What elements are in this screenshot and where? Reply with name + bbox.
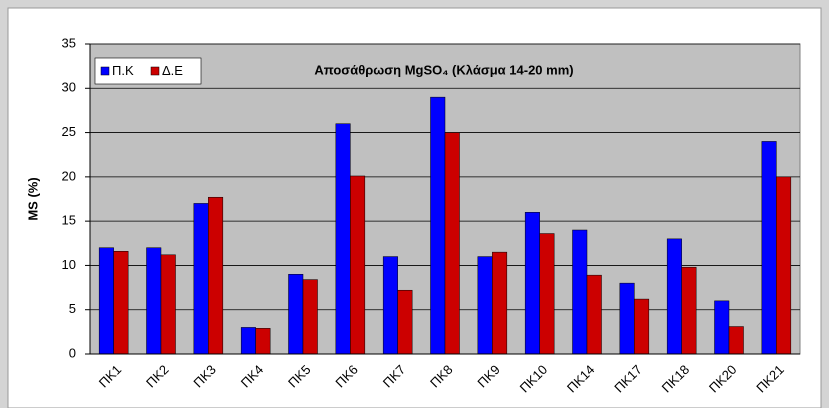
bar	[492, 251, 508, 355]
legend-label: Π.Κ	[112, 63, 134, 78]
bar	[350, 175, 366, 355]
bar	[160, 254, 176, 355]
legend-box	[94, 57, 202, 85]
bar	[681, 266, 697, 355]
y-tick-label: 15	[62, 213, 76, 228]
bar	[208, 196, 224, 355]
y-tick-label: 5	[69, 301, 76, 316]
bar	[776, 176, 792, 355]
bar	[288, 274, 304, 355]
legend-label: Δ.Ε	[162, 63, 183, 78]
bar	[397, 289, 413, 355]
bar	[477, 256, 493, 355]
bar	[193, 203, 209, 355]
y-tick-label: 35	[62, 35, 76, 50]
y-tick-label: 0	[69, 345, 76, 360]
bar	[524, 212, 540, 355]
legend-swatch	[100, 66, 110, 76]
y-tick-label: 30	[62, 80, 76, 95]
bar	[714, 300, 730, 355]
bar	[539, 233, 555, 355]
bar	[572, 229, 588, 355]
bar	[728, 326, 744, 355]
bar	[430, 96, 446, 355]
bar	[382, 256, 398, 355]
bar	[113, 251, 129, 355]
bar	[240, 327, 256, 355]
y-tick-label: 25	[62, 124, 76, 139]
bar	[302, 279, 318, 355]
bar	[255, 328, 271, 355]
chart-title: Αποσάθρωση MgSO₄ (Κλάσμα 14-20 mm)	[314, 62, 573, 77]
bar	[666, 238, 682, 355]
y-axis-label: MS (%)	[25, 177, 40, 220]
bar	[146, 247, 162, 355]
bar	[634, 298, 650, 355]
bar	[444, 132, 460, 355]
bar	[619, 282, 635, 355]
y-tick-label: 10	[62, 257, 76, 272]
bar	[98, 247, 114, 355]
bar	[586, 274, 602, 355]
bar	[761, 141, 777, 355]
legend-swatch	[150, 66, 160, 76]
bar	[335, 123, 351, 355]
y-tick-label: 20	[62, 168, 76, 183]
